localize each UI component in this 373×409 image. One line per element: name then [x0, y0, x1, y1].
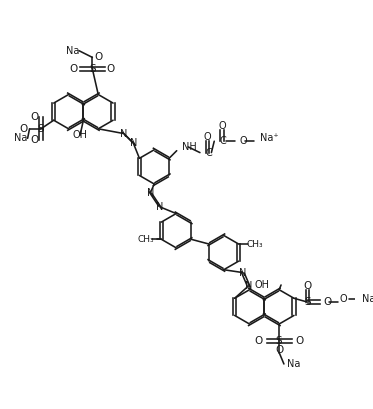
Text: CH₃: CH₃	[137, 235, 154, 244]
Text: O: O	[303, 281, 312, 291]
Text: Na: Na	[362, 294, 373, 304]
Text: S: S	[304, 297, 311, 307]
Text: OH: OH	[72, 130, 88, 140]
Text: O: O	[324, 297, 332, 307]
Text: Na: Na	[66, 46, 79, 56]
Text: Na: Na	[287, 359, 300, 369]
Text: O: O	[19, 124, 28, 134]
Text: N: N	[239, 267, 247, 278]
Text: N: N	[156, 202, 164, 212]
Text: N: N	[245, 281, 252, 291]
Text: O: O	[255, 336, 263, 346]
Text: OH: OH	[255, 280, 270, 290]
Text: O: O	[31, 112, 39, 122]
Text: S: S	[276, 336, 282, 346]
Text: O: O	[295, 336, 304, 346]
Text: O: O	[94, 52, 103, 63]
Text: N: N	[130, 138, 137, 148]
Text: Na: Na	[14, 133, 28, 143]
Text: S: S	[38, 124, 44, 134]
Text: Na⁺: Na⁺	[260, 133, 279, 143]
Text: N: N	[120, 128, 128, 139]
Text: O: O	[340, 294, 348, 304]
Text: C: C	[220, 136, 227, 146]
Text: O: O	[70, 64, 78, 74]
Text: NH: NH	[182, 142, 197, 152]
Text: O: O	[31, 135, 39, 145]
Text: O: O	[218, 121, 226, 131]
Text: O: O	[239, 136, 247, 146]
Text: C: C	[206, 148, 212, 157]
Text: S: S	[89, 64, 96, 74]
Text: CH₃: CH₃	[246, 240, 263, 249]
Text: N: N	[147, 188, 154, 198]
Text: O: O	[275, 346, 283, 355]
Text: O: O	[107, 64, 115, 74]
Text: O: O	[204, 133, 211, 142]
